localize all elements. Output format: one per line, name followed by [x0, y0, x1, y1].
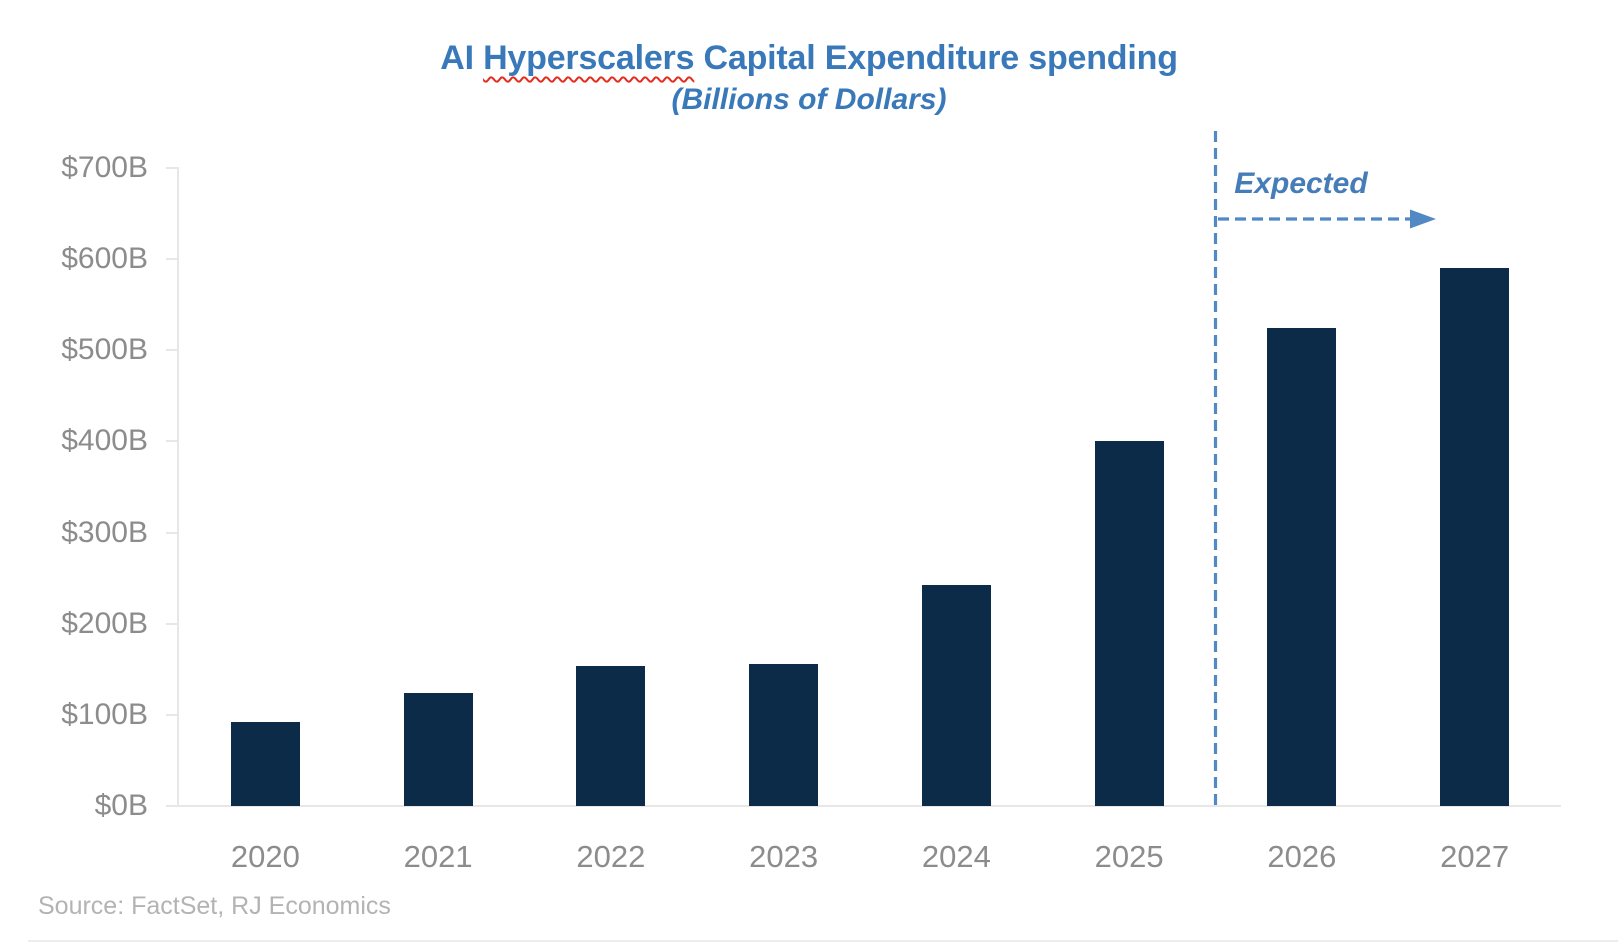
y-axis-tick-label: $500B	[61, 333, 148, 367]
x-axis-tick-label: 2022	[576, 839, 646, 874]
bar-2026	[1267, 327, 1337, 806]
y-axis-tick-label: $700B	[61, 151, 148, 184]
y-axis-tick	[166, 440, 179, 443]
y-axis-tick-label: $100B	[61, 697, 148, 731]
x-axis-tick-label: 2023	[749, 839, 819, 874]
expected-arrow-icon	[1218, 209, 1436, 229]
x-axis-tick-label: 2020	[230, 839, 300, 874]
y-axis-tick-label: $0B	[94, 789, 148, 822]
bottom-divider	[28, 940, 1618, 942]
y-axis-tick	[166, 713, 179, 716]
title-suffix: Capital Expenditure spending	[694, 39, 1178, 77]
y-axis-tick	[166, 805, 179, 807]
y-axis-tick-label: $200B	[61, 606, 148, 640]
y-axis-tick	[166, 622, 179, 625]
expected-label: Expected	[1234, 167, 1368, 200]
source-note: Source: FactSet, RJ Economics	[38, 892, 391, 920]
y-axis-tick	[166, 167, 179, 169]
bar-2020	[230, 722, 300, 806]
chart-title: AI Hyperscalers Capital Expenditure spen…	[0, 38, 1618, 78]
x-axis-tick-label: 2025	[1094, 839, 1164, 874]
chart-subtitle: (Billions of Dollars)	[671, 83, 947, 116]
y-axis-tick-label: $600B	[61, 242, 148, 276]
bar-2024	[921, 585, 991, 806]
y-axis-tick	[166, 349, 179, 352]
y-axis-line	[177, 168, 179, 806]
bar-2021	[403, 692, 473, 806]
x-axis-tick-label: 2021	[403, 839, 473, 874]
y-axis-tick-label: $400B	[61, 424, 148, 458]
x-axis-tick-label: 2027	[1440, 839, 1510, 874]
title-prefix: AI	[440, 39, 484, 77]
bar-2022	[576, 665, 646, 806]
y-axis-tick-label: $300B	[61, 515, 148, 549]
x-axis-tick-label: 2024	[921, 839, 991, 874]
title-misspelled-word: Hyperscalers	[483, 39, 695, 77]
bar-2027	[1440, 268, 1510, 806]
y-axis-tick	[166, 531, 179, 534]
bar-2023	[749, 663, 819, 806]
x-axis-tick-label: 2026	[1267, 839, 1337, 874]
y-axis-tick	[166, 258, 179, 261]
bar-2025	[1094, 441, 1164, 806]
x-axis-line	[166, 805, 1561, 807]
